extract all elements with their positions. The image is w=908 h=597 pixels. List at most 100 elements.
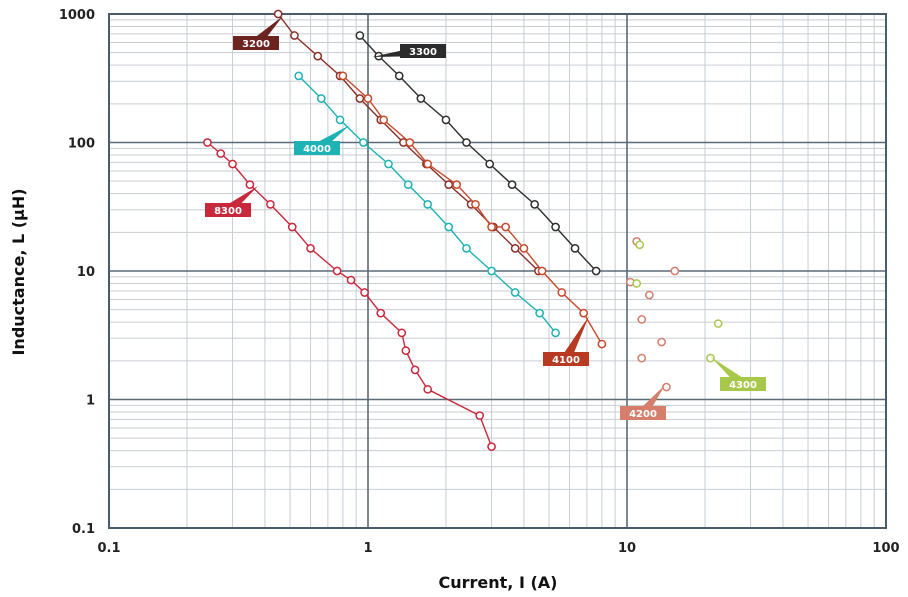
series-tag-label: 4100	[552, 355, 580, 366]
series-layer	[203, 9, 723, 451]
data-point-3300	[530, 200, 540, 209]
data-point-4300	[632, 279, 642, 288]
series-tag-pointer	[561, 316, 589, 362]
x-tick-label: 100	[872, 541, 899, 556]
data-point-3300	[507, 180, 517, 189]
data-point-8300	[306, 244, 315, 253]
series-tag-box	[233, 36, 279, 50]
data-point-8300	[423, 384, 433, 394]
data-point-3300	[591, 266, 601, 276]
data-point-4000	[462, 244, 471, 253]
series-tag-8300: 8300	[205, 186, 258, 217]
data-point-4100	[405, 138, 415, 147]
data-point-4200	[637, 353, 647, 363]
data-point-3200	[290, 31, 299, 40]
data-point-8300	[346, 275, 356, 285]
data-point-3200	[355, 94, 365, 103]
series-tag-4200: 4200	[620, 385, 666, 420]
x-tick-label: 0.1	[97, 541, 120, 556]
data-point-4300	[706, 353, 715, 363]
plot-frame	[108, 13, 887, 529]
series-3300	[355, 31, 601, 276]
data-point-8300	[401, 346, 411, 355]
data-point-3200	[313, 51, 323, 61]
data-point-4000	[423, 200, 433, 209]
data-point-8300	[397, 328, 407, 338]
data-point-8300	[332, 266, 342, 276]
series-4000	[294, 71, 560, 338]
data-point-3300	[551, 222, 560, 232]
series-tag-label: 4200	[629, 409, 657, 420]
series-tag-label: 4300	[729, 380, 757, 391]
data-point-4100	[579, 308, 588, 318]
data-point-8300	[376, 308, 386, 318]
data-point-4200	[662, 382, 671, 392]
series-tag-box	[720, 377, 766, 391]
data-point-4100	[537, 266, 547, 276]
data-point-4000	[487, 266, 496, 276]
data-point-8300	[410, 365, 420, 375]
data-point-3300	[394, 71, 404, 81]
data-point-3300	[441, 115, 451, 125]
y-tick-label: 1	[86, 394, 95, 409]
data-point-3300	[485, 159, 495, 169]
data-point-4000	[444, 222, 454, 232]
data-point-4200	[670, 266, 680, 276]
data-point-3300	[462, 138, 471, 147]
series-tag-4000: 4000	[294, 125, 350, 155]
x-tick-label: 1	[363, 541, 372, 556]
series-tag-label: 4000	[303, 144, 331, 155]
data-point-4000	[403, 180, 413, 189]
data-point-4000	[510, 288, 520, 297]
data-point-4200	[637, 315, 647, 324]
data-point-4100	[423, 159, 433, 169]
series-tag-label: 8300	[214, 206, 242, 217]
data-point-4000	[316, 94, 326, 103]
data-point-4100	[487, 222, 496, 232]
y-tick-label: 1000	[59, 8, 95, 23]
series-4300	[632, 240, 723, 363]
data-point-8300	[203, 138, 212, 147]
data-point-3300	[416, 94, 426, 103]
series-tag-4100: 4100	[543, 316, 589, 366]
data-point-4100	[557, 288, 567, 297]
data-point-4200	[645, 290, 654, 300]
data-point-4300	[713, 319, 723, 328]
series-tag-label: 3300	[409, 47, 437, 58]
series-tag-4300: 4300	[711, 357, 766, 391]
data-point-3200	[444, 180, 454, 189]
data-point-3200	[510, 244, 520, 253]
data-point-4100	[338, 71, 348, 81]
series-tag-label: 3200	[242, 39, 270, 50]
data-point-4100	[379, 115, 389, 125]
series-line-3300	[359, 35, 597, 272]
series-tag-3200: 3200	[233, 16, 283, 50]
data-point-4100	[597, 339, 607, 349]
data-point-8300	[360, 288, 369, 297]
data-point-8300	[216, 149, 226, 158]
tick-labels: 0.1 1 10 100 0.1 1 10 100 1000	[59, 8, 900, 556]
x-tick-label: 10	[618, 541, 636, 556]
series-tag-box	[205, 203, 251, 217]
data-point-8300	[245, 180, 255, 189]
data-point-3300	[570, 244, 580, 253]
data-point-4100	[363, 94, 373, 103]
series-tag-box	[400, 44, 446, 58]
series-4200	[625, 237, 680, 392]
data-point-4200	[657, 337, 666, 347]
data-point-8300	[287, 222, 297, 232]
series-8300	[203, 138, 496, 451]
series-tag-box	[294, 141, 340, 155]
y-axis-title: Inductance, L (µH)	[9, 188, 28, 355]
data-point-8300	[266, 200, 275, 209]
x-axis-title: Current, I (A)	[439, 573, 558, 592]
data-point-4000	[359, 138, 368, 147]
series-tag-box	[543, 352, 589, 366]
data-point-8300	[228, 159, 237, 169]
series-4100	[338, 71, 607, 349]
data-point-4000	[294, 71, 304, 81]
data-point-4000	[384, 159, 393, 169]
y-tick-label: 10	[77, 265, 95, 280]
data-point-4100	[501, 222, 511, 232]
